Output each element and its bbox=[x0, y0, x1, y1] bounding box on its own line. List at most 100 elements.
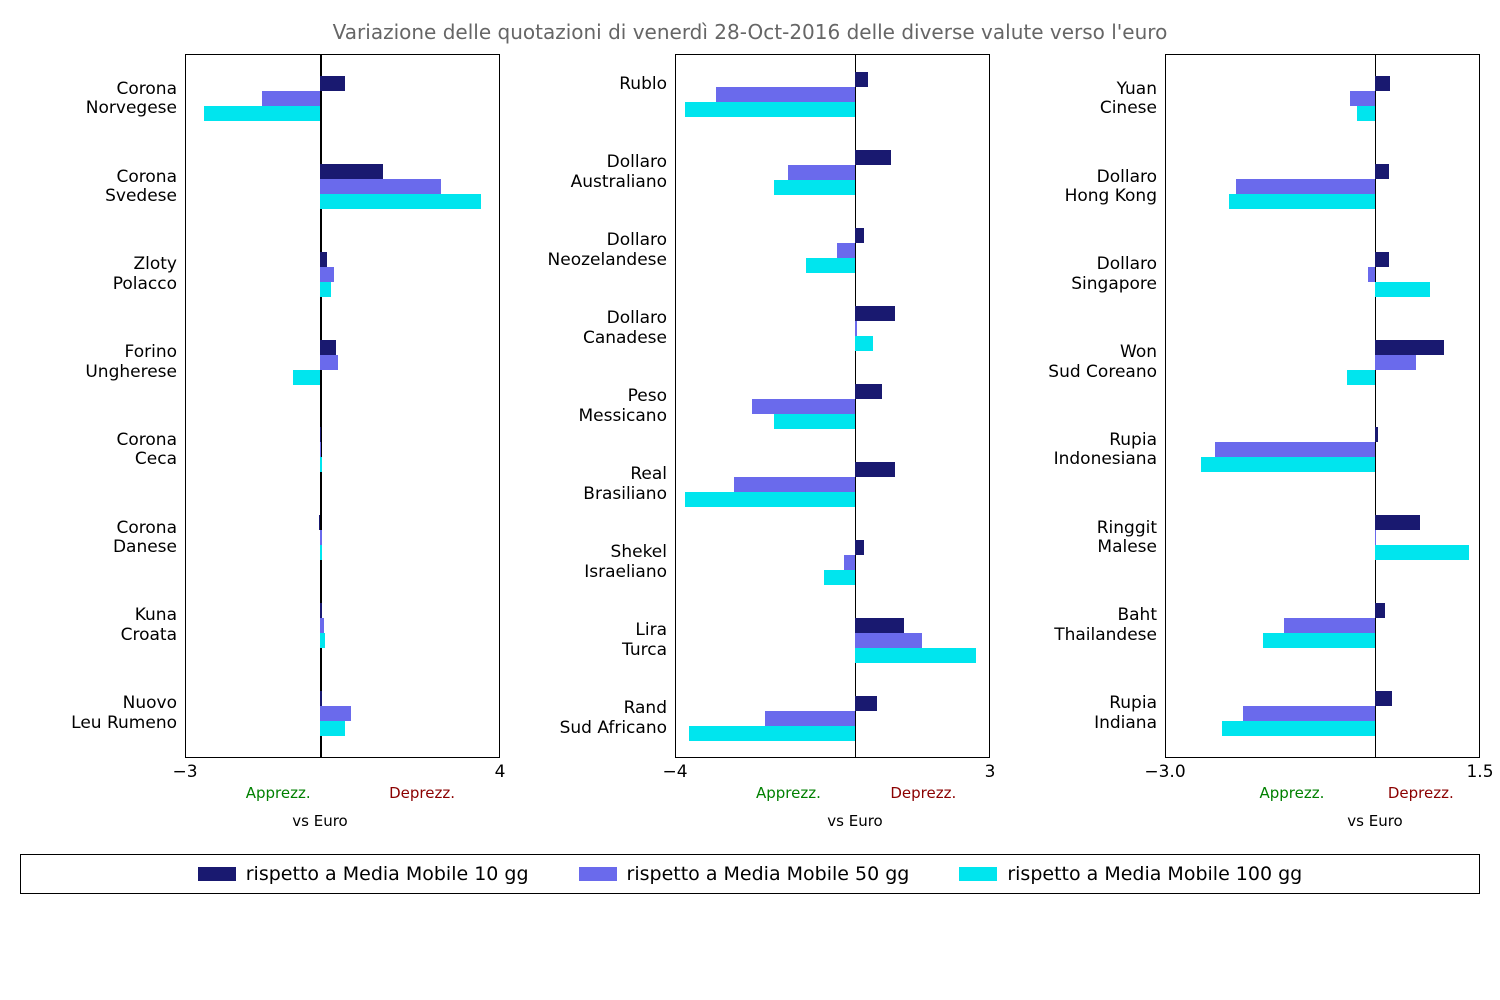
panel-2-annot: Apprezz.Deprezz. bbox=[1165, 784, 1480, 812]
bar-mm10 bbox=[855, 72, 868, 87]
bar-mm10 bbox=[1375, 76, 1390, 91]
bar-mm10 bbox=[320, 691, 322, 706]
legend-swatch bbox=[198, 867, 236, 881]
ylabel: Zloty Polacco bbox=[113, 255, 177, 294]
ylabel: Rublo bbox=[619, 75, 667, 95]
panel-1-xticks: −43 bbox=[675, 758, 990, 784]
ylabel: Yuan Cinese bbox=[1100, 80, 1157, 119]
ylabel: Nuovo Leu Rumeno bbox=[71, 694, 177, 733]
bar-mm100 bbox=[204, 106, 320, 121]
bar-mm50 bbox=[320, 267, 333, 282]
bar-mm10 bbox=[1375, 515, 1420, 530]
apprezz-label: Apprezz. bbox=[756, 784, 821, 802]
bar-mm100 bbox=[685, 492, 855, 507]
bar-mm100 bbox=[689, 726, 854, 741]
panel-1: RubloDollaro AustralianoDollaro Neozelan… bbox=[510, 54, 990, 834]
vseuro-label: vs Euro bbox=[1347, 812, 1402, 830]
bar-mm10 bbox=[855, 540, 864, 555]
bar-mm10 bbox=[855, 150, 891, 165]
bar-mm50 bbox=[1236, 179, 1375, 194]
panel-1-plot bbox=[675, 54, 990, 758]
panel-2-vseuro: vs Euro bbox=[1165, 812, 1480, 834]
bar-mm100 bbox=[774, 180, 854, 195]
bar-mm50 bbox=[1350, 91, 1374, 106]
ylabel: Rupia Indonesiana bbox=[1054, 431, 1157, 470]
bar-mm100 bbox=[1201, 457, 1375, 472]
bar-mm50 bbox=[837, 243, 855, 258]
panel-0-vseuro: vs Euro bbox=[185, 812, 500, 834]
bar-mm10 bbox=[319, 515, 320, 530]
legend-item: rispetto a Media Mobile 10 gg bbox=[198, 863, 529, 885]
legend-label: rispetto a Media Mobile 100 gg bbox=[1007, 863, 1302, 885]
panel-0-annot: Apprezz.Deprezz. bbox=[185, 784, 500, 812]
bar-mm50 bbox=[855, 633, 922, 648]
panel-2-plot bbox=[1165, 54, 1480, 758]
bar-mm50 bbox=[320, 530, 322, 545]
zero-line bbox=[1375, 55, 1377, 757]
ylabel: Won Sud Coreano bbox=[1048, 343, 1157, 382]
ylabel: Kuna Croata bbox=[121, 606, 177, 645]
apprezz-label: Apprezz. bbox=[1260, 784, 1325, 802]
panel-0-xticks: −34 bbox=[185, 758, 500, 784]
bar-mm100 bbox=[806, 258, 855, 273]
bar-mm100 bbox=[1347, 370, 1375, 385]
panel-0-plot bbox=[185, 54, 500, 758]
chart-title: Variazione delle quotazioni di venerdì 2… bbox=[20, 20, 1480, 44]
deprezz-label: Deprezz. bbox=[890, 784, 956, 802]
panel-2-xticks: −3.01.5 bbox=[1165, 758, 1480, 784]
ylabel: Corona Svedese bbox=[105, 168, 177, 207]
bar-mm100 bbox=[1222, 721, 1375, 736]
bar-mm10 bbox=[320, 340, 336, 355]
panel-2-plotcol: −3.01.5Apprezz.Deprezz.vs Euro bbox=[1165, 54, 1480, 834]
bar-mm100 bbox=[855, 648, 976, 663]
ylabel: Peso Messicano bbox=[578, 387, 667, 426]
ylabel: Dollaro Singapore bbox=[1071, 255, 1157, 294]
legend: rispetto a Media Mobile 10 gg rispetto a … bbox=[20, 854, 1480, 894]
ylabel: Ringgit Malese bbox=[1097, 519, 1157, 558]
panel-2: Yuan Cinese Dollaro Hong Kong Dollaro Sing… bbox=[1000, 54, 1480, 834]
ylabel: Corona Danese bbox=[113, 519, 177, 558]
currency-variation-figure: Variazione delle quotazioni di venerdì 2… bbox=[20, 20, 1480, 980]
bar-mm10 bbox=[320, 252, 327, 267]
ylabel: Shekel Israeliano bbox=[584, 543, 667, 582]
xtick: −3.0 bbox=[1144, 762, 1185, 782]
bar-mm50 bbox=[788, 165, 855, 180]
ylabel: Dollaro Hong Kong bbox=[1065, 168, 1157, 207]
bar-mm100 bbox=[855, 336, 873, 351]
bar-mm100 bbox=[685, 102, 855, 117]
legend-item: rispetto a Media Mobile 100 gg bbox=[959, 863, 1302, 885]
ylabel: Corona Norvegese bbox=[86, 80, 177, 119]
bar-mm100 bbox=[1375, 282, 1431, 297]
legend-swatch bbox=[959, 867, 997, 881]
panel-1-annot: Apprezz. Deprezz. bbox=[675, 784, 990, 812]
bar-mm10 bbox=[320, 76, 345, 91]
bar-mm10 bbox=[855, 462, 895, 477]
panel-0: Corona Norvegese Corona Svedese Zloty Pola… bbox=[20, 54, 500, 834]
bar-mm50 bbox=[844, 555, 855, 570]
bar-mm100 bbox=[1375, 545, 1469, 560]
bar-mm50 bbox=[320, 706, 351, 721]
bar-mm50 bbox=[734, 477, 855, 492]
xtick: 3 bbox=[985, 762, 996, 782]
vseuro-label: vs Euro bbox=[827, 812, 882, 830]
ylabel: Forino Ungherese bbox=[85, 343, 177, 382]
bar-mm10 bbox=[855, 618, 904, 633]
bar-mm10 bbox=[1375, 603, 1385, 618]
bar-mm50 bbox=[1375, 355, 1417, 370]
ylabel: Rand Sud Africano bbox=[560, 699, 667, 738]
bar-mm100 bbox=[320, 194, 481, 209]
panel-1-plotcol: −43Apprezz. Deprezz. vs Euro bbox=[675, 54, 990, 834]
bar-mm10 bbox=[1375, 252, 1389, 267]
xtick: −4 bbox=[662, 762, 687, 782]
bar-mm50 bbox=[1215, 442, 1375, 457]
bar-mm100 bbox=[1229, 194, 1375, 209]
bar-mm50 bbox=[320, 179, 441, 194]
bar-mm50 bbox=[765, 711, 854, 726]
legend-item: rispetto a Media Mobile 50 gg bbox=[579, 863, 910, 885]
bar-mm100 bbox=[774, 414, 854, 429]
bar-mm50 bbox=[1284, 618, 1374, 633]
bar-mm100 bbox=[320, 721, 345, 736]
deprezz-label: Deprezz. bbox=[389, 784, 455, 802]
ylabel: Dollaro Australiano bbox=[571, 153, 667, 192]
bar-mm10 bbox=[320, 603, 322, 618]
